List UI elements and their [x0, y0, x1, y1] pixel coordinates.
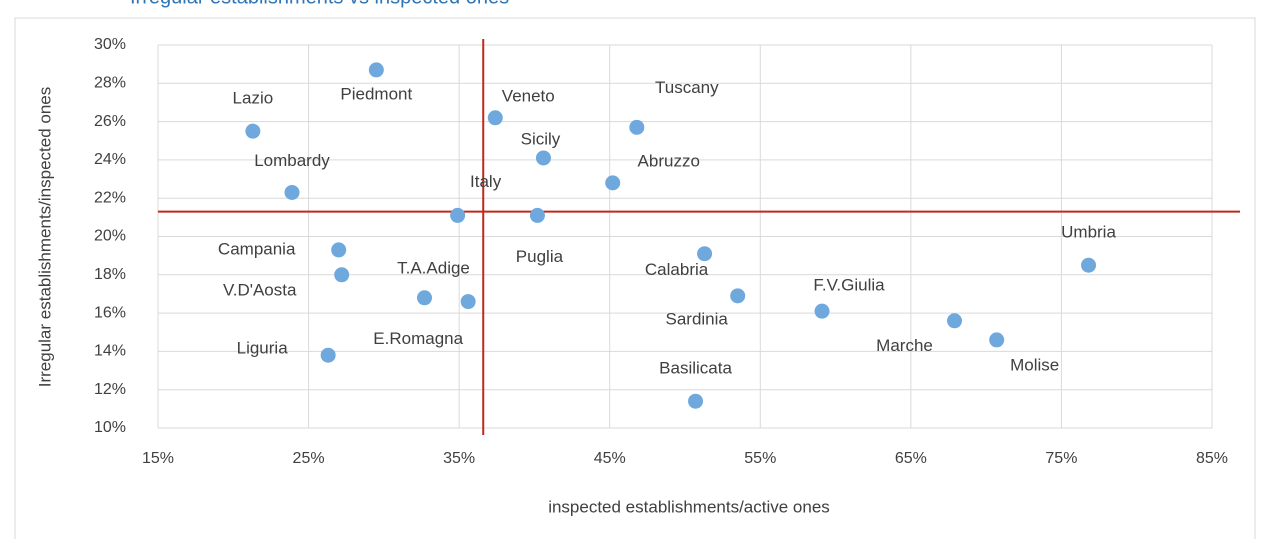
y-tick-label: 12%	[94, 381, 126, 398]
point	[245, 123, 261, 139]
point-label: Lombardy	[254, 151, 330, 170]
point-label: Calabria	[645, 260, 709, 279]
point-label: Sicily	[521, 129, 561, 148]
point	[487, 110, 503, 126]
point	[605, 175, 621, 191]
x-tick-label: 45%	[594, 450, 626, 467]
point	[730, 288, 746, 304]
y-tick-label: 22%	[94, 189, 126, 206]
point	[284, 184, 300, 200]
point	[1081, 257, 1097, 273]
point	[629, 119, 645, 135]
point-label: Umbria	[1061, 223, 1116, 242]
point-label: Piedmont	[340, 84, 412, 103]
x-tick-label: 25%	[293, 450, 325, 467]
x-tick-label: 75%	[1045, 450, 1077, 467]
point-label: Tuscany	[655, 78, 719, 97]
y-tick-label: 18%	[94, 266, 126, 283]
point-label: Veneto	[502, 86, 555, 105]
y-tick-label: 30%	[94, 36, 126, 53]
point	[947, 313, 963, 329]
y-tick-label: 14%	[94, 343, 126, 360]
point-label: Liguria	[237, 339, 289, 358]
point	[450, 207, 466, 223]
x-tick-label: 65%	[895, 450, 927, 467]
point-label: T.A.Adige	[397, 258, 470, 277]
point	[460, 294, 476, 310]
y-tick-label: 28%	[94, 75, 126, 92]
y-axis-title: Irregular establishments/inspected ones	[35, 87, 54, 388]
point	[697, 246, 713, 262]
point	[535, 150, 551, 166]
point-label: V.D'Aosta	[223, 280, 297, 299]
chart-border	[14, 17, 1256, 539]
point	[814, 303, 830, 319]
point	[688, 393, 704, 409]
chart-title: Irregular establishments vs inspected on…	[130, 0, 509, 8]
y-tick-label: 24%	[94, 151, 126, 168]
point	[417, 290, 433, 306]
point	[320, 347, 336, 363]
point-label: E.Romagna	[373, 329, 463, 348]
point	[368, 62, 384, 78]
point-label: Puglia	[516, 247, 564, 266]
y-tick-label: 10%	[94, 419, 126, 436]
point-label: Lazio	[233, 89, 274, 108]
point-label: Campania	[218, 239, 296, 258]
point-label: Italy	[470, 172, 502, 191]
y-tick-label: 16%	[94, 304, 126, 321]
point-label: Abruzzo	[638, 151, 700, 170]
point-label: Basilicata	[659, 359, 732, 378]
point	[989, 332, 1005, 348]
point	[334, 267, 350, 283]
point-label: Molise	[1010, 355, 1059, 374]
x-tick-label: 85%	[1196, 450, 1228, 467]
x-tick-label: 35%	[443, 450, 475, 467]
point-label: Sardinia	[666, 309, 729, 328]
point	[331, 242, 347, 258]
x-tick-label: 15%	[142, 450, 174, 467]
point	[529, 207, 545, 223]
x-axis-title: inspected establishments/active ones	[548, 497, 830, 516]
x-tick-label: 55%	[744, 450, 776, 467]
point-label: Marche	[876, 336, 933, 355]
y-tick-label: 20%	[94, 228, 126, 245]
point-label: F.V.Giulia	[813, 276, 885, 295]
y-tick-label: 26%	[94, 113, 126, 130]
